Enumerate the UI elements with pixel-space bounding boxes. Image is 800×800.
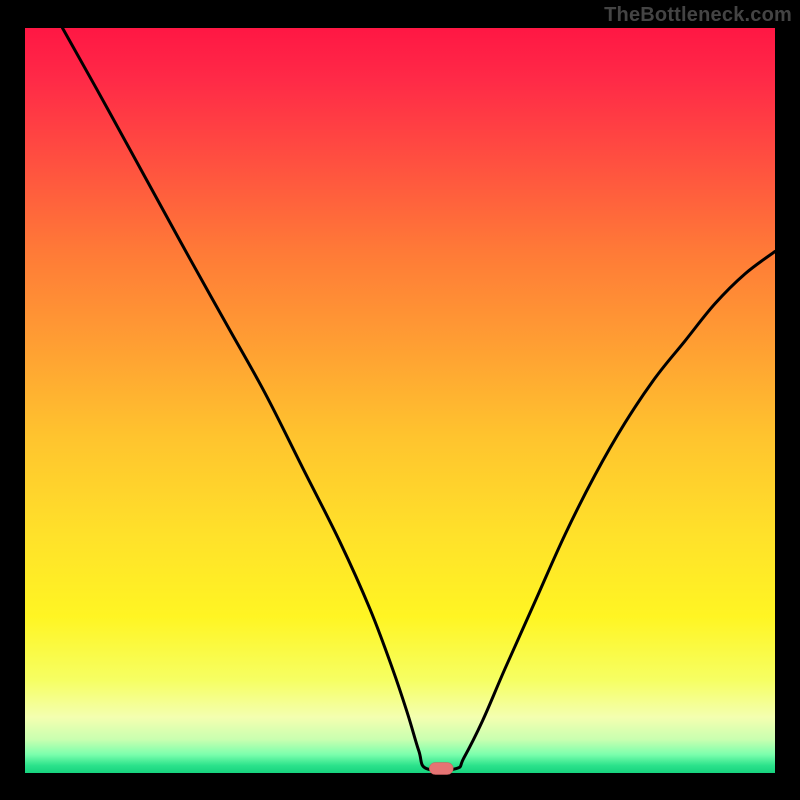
chart-frame: TheBottleneck.com	[0, 0, 800, 800]
gradient-background	[25, 28, 775, 773]
optimal-marker	[429, 763, 453, 775]
bottleneck-chart	[0, 0, 800, 800]
